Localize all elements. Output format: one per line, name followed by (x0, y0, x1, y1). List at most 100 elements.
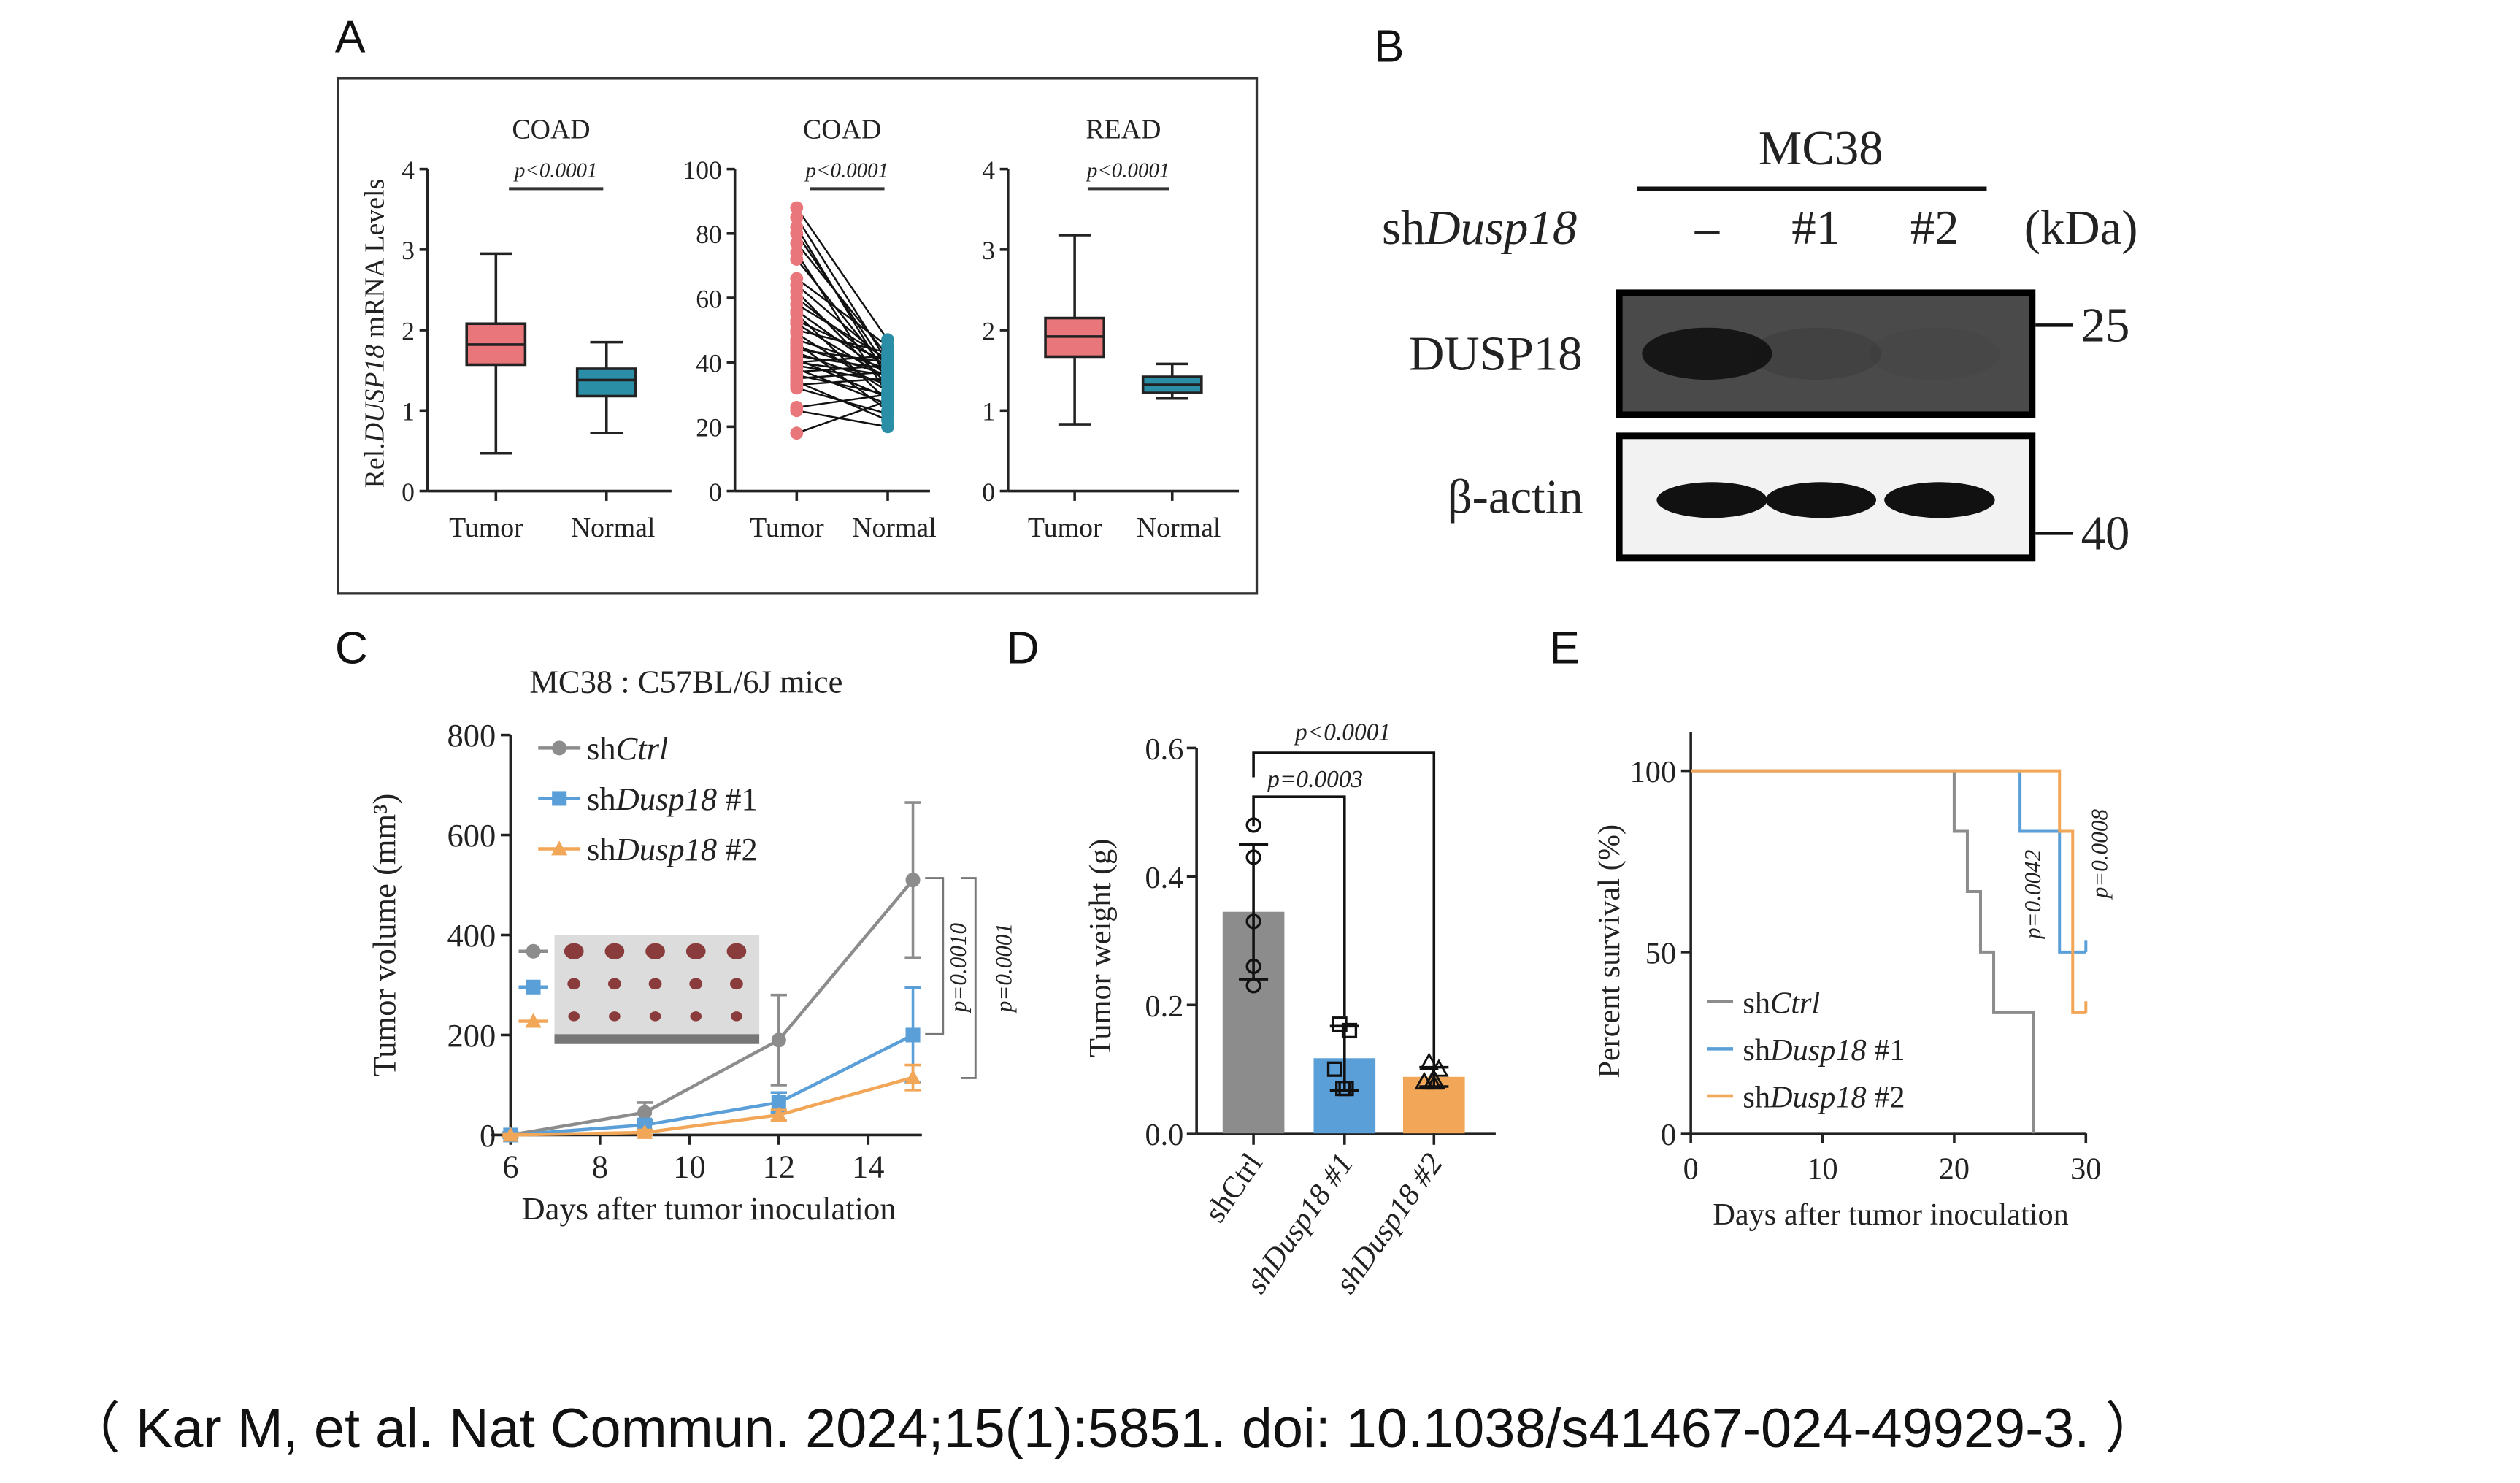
y-axis-label-gene: DUSP18 (360, 345, 391, 444)
data-point (770, 1106, 787, 1122)
inset-legend-marker (525, 1013, 542, 1028)
subplot-3: 0 1 2 3 4 Tumor Normal READ p<0.0001 (982, 114, 1240, 543)
legend-label-gene: Dusp18 (615, 831, 718, 867)
legend-label: shDusp18 #2 (587, 831, 758, 867)
data-point (904, 1069, 921, 1084)
x-tick-label: shCtrl (1198, 1147, 1269, 1229)
p-value-2: p=0.0001 (991, 923, 1016, 1013)
p-value: p<0.0001 (513, 159, 598, 183)
subplot-title: READ (1086, 114, 1161, 145)
normal-point (881, 372, 894, 386)
pair-line (796, 329, 888, 354)
tumor-specimen (567, 978, 581, 990)
normal-point (881, 394, 894, 407)
tumor-specimen (609, 1011, 621, 1022)
band-lane-2 (1751, 327, 1881, 380)
x-tick-label: 20 (1939, 1152, 1970, 1187)
y-axis-label: Percent survival (%) (1592, 824, 1626, 1078)
data-point (1341, 1022, 1358, 1039)
y-axis-label: Tumor weight (g) (1083, 839, 1118, 1057)
survival-curve-3: shDusp18 #2 (1691, 769, 2088, 1115)
legend-label: shCtrl (587, 730, 668, 767)
y-axis-label-suffix: mRNA Levels (360, 179, 391, 345)
tumor-point (790, 381, 804, 395)
tumor-point (790, 404, 804, 418)
tumor-specimen (645, 943, 665, 959)
legend-label-gene: Dusp18 (1770, 1033, 1867, 1068)
y-tick-label: 100 (1630, 755, 1676, 789)
subplot-title: COAD (512, 114, 590, 145)
shrna-row-label-prefix: sh (1382, 201, 1425, 255)
legend-label-gene: Dusp18 (615, 781, 718, 817)
x-axis-label: Days after tumor inoculation (522, 1190, 896, 1227)
tumor-specimen (690, 1011, 702, 1022)
legend-label-gene: Dusp18 (1770, 1081, 1867, 1115)
y-tick-label: 4 (982, 156, 995, 185)
legend-label-suffix: #2 (1867, 1081, 1905, 1115)
legend-label-prefix: sh (587, 730, 616, 767)
x-tick-label-tumor: Tumor (1028, 513, 1102, 543)
tumor-point (790, 210, 804, 224)
pair-line (796, 364, 888, 373)
x-tick-label-tumor: Tumor (449, 513, 523, 543)
legend-label: shDusp18 #2 (1743, 1081, 1905, 1115)
inset-legend-marker (526, 943, 541, 959)
panel-label-e: E (1549, 624, 1580, 674)
pair-line (796, 242, 888, 357)
p-value: p<0.0001 (1086, 159, 1170, 183)
pair-line (796, 207, 889, 340)
band-lane-3 (1870, 327, 2000, 380)
x-tick-label-normal: Normal (1137, 513, 1221, 543)
y-tick-label: 80 (696, 220, 722, 249)
data-point (1245, 913, 1261, 930)
photo-ruler (554, 1034, 760, 1044)
data-point (1245, 849, 1261, 865)
subplot-title: COAD (803, 114, 881, 145)
y-tick-label: 200 (447, 1017, 496, 1054)
tumor-specimen (568, 1011, 580, 1022)
y-tick-label: 100 (683, 156, 721, 185)
y-tick-label: 3 (402, 236, 415, 265)
band-name: β-actin (1448, 470, 1583, 524)
data-point (1422, 1071, 1443, 1090)
y-axis-label: Tumor volume (mm³) (366, 794, 402, 1077)
data-point (1326, 1061, 1343, 1077)
marker-label: 40 (2081, 507, 2130, 561)
y-tick-label: 20 (696, 413, 722, 442)
panel-c-growth-curve: MC38 : C57BL/6J mice 0 200 400 600 800 6 8 10 12 1… (366, 664, 1016, 1227)
chart-title: MC38 : C57BL/6J mice (529, 664, 842, 700)
tumor-specimen (726, 943, 747, 959)
p-value-2: p=0.0008 (2086, 809, 2112, 900)
y-tick-label: 0.6 (1145, 732, 1183, 767)
pair-line (796, 399, 888, 434)
legend-label-suffix: #2 (717, 831, 758, 867)
series-line (510, 1033, 914, 1137)
y-tick-label: 600 (447, 817, 496, 854)
legend-label: shCtrl (1743, 986, 1820, 1020)
y-tick-label: 3 (982, 236, 995, 265)
box-normal (575, 367, 637, 398)
legend-marker (552, 740, 567, 756)
panel-label-d: D (1007, 624, 1040, 674)
pair-line (796, 303, 888, 360)
bracket-1 (925, 877, 945, 1035)
legend-marker (551, 840, 568, 856)
lane-label-2: #1 (1791, 201, 1840, 255)
panel-a-frame (337, 77, 1259, 595)
y-tick-label: 0 (480, 1117, 496, 1154)
tumor-specimen (689, 978, 703, 990)
legend-label-prefix: sh (1743, 1033, 1770, 1068)
legend-label-gene: Ctrl (616, 730, 669, 767)
x-tick-label: 30 (2070, 1152, 2101, 1187)
shrna-row-label-gene: Dusp18 (1424, 201, 1577, 255)
tumor-point (790, 237, 804, 250)
y-axis-label: Rel.DUSP18 mRNA Levels (360, 179, 391, 488)
data-point (502, 1127, 519, 1142)
normal-point (881, 420, 894, 434)
legend-label-gene: Ctrl (1770, 986, 1820, 1020)
legend-marker (552, 791, 567, 806)
pair-line (796, 313, 888, 402)
legend-label-prefix: sh (587, 831, 616, 867)
